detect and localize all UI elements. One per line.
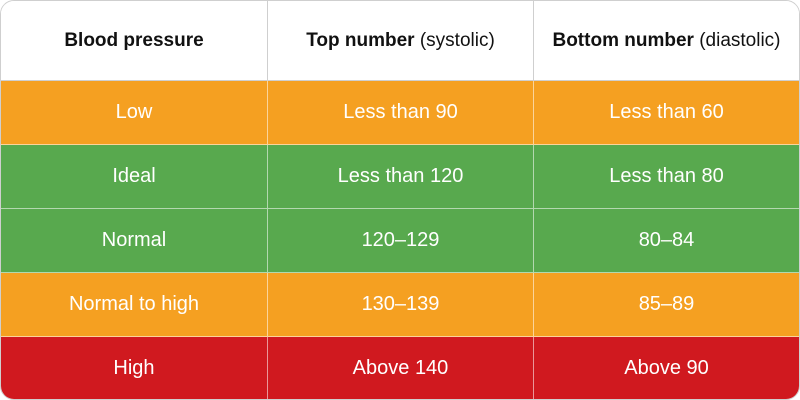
header-bottom-number: Bottom number (diastolic) [552, 29, 781, 51]
header-top-number: Top number (systolic) [268, 1, 534, 80]
table-row: Low Less than 90 Less than 60 [1, 81, 799, 145]
diastolic-cell: Above 90 [624, 356, 709, 379]
systolic-cell: Above 140 [268, 337, 534, 399]
category-cell: Normal [1, 209, 268, 272]
category-cell: Ideal [1, 145, 268, 208]
table-row: Ideal Less than 120 Less than 80 [1, 145, 799, 209]
systolic-cell: Less than 120 [268, 145, 534, 208]
table-row: Normal to high 130–139 85–89 [1, 273, 799, 337]
table-header-row: Blood pressure Top number (systolic) Bot… [1, 1, 799, 81]
systolic-cell: Less than 90 [268, 81, 534, 144]
table-row: Normal 120–129 80–84 [1, 209, 799, 273]
diastolic-cell: 85–89 [638, 293, 695, 315]
diastolic-cell: 80–84 [638, 229, 695, 251]
diastolic-cell: Less than 60 [609, 101, 724, 123]
category-cell: High [1, 337, 268, 399]
table-row: High Above 140 Above 90 [1, 337, 799, 399]
header-blood-pressure: Blood pressure [1, 1, 268, 80]
category-cell: Low [1, 81, 268, 144]
systolic-cell: 130–139 [268, 273, 534, 336]
category-cell: Normal to high [1, 273, 268, 336]
diastolic-cell: Less than 80 [609, 165, 724, 187]
systolic-cell: 120–129 [268, 209, 534, 272]
